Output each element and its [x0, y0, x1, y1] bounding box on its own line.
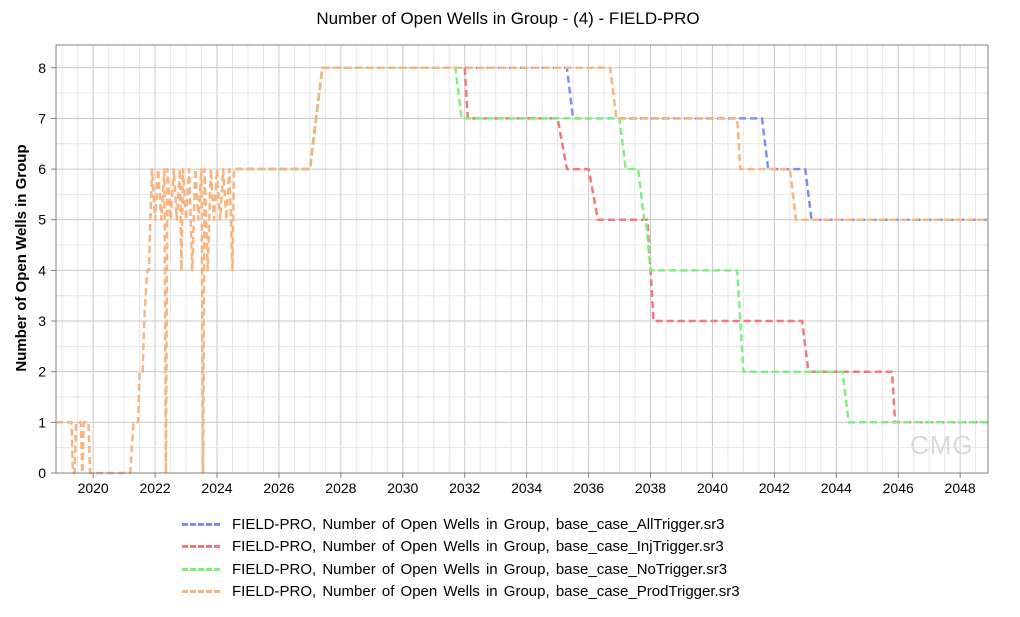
legend-swatch	[182, 567, 220, 571]
x-tick-label: 2034	[511, 480, 542, 496]
x-tick-label: 2036	[573, 480, 604, 496]
y-tick-label: 7	[38, 110, 46, 126]
tick-labels: 2020 2022 2024 2026 2028 2030 2032 2034 2036 2038…	[38, 60, 976, 496]
x-tick-label: 2040	[697, 480, 728, 496]
x-tick-label: 2048	[945, 480, 976, 496]
legend-label: FIELD-PRO, Number of Open Wells in Group…	[232, 515, 725, 533]
y-tick-label: 1	[38, 414, 46, 430]
y-axis-label: Number of Open Wells in Group	[13, 144, 30, 371]
x-tick-label: 2026	[263, 480, 294, 496]
y-tick-label: 4	[38, 262, 46, 278]
series-group	[56, 66, 988, 475]
x-tick-label: 2044	[821, 480, 852, 496]
x-tick-label: 2020	[78, 480, 109, 496]
grid	[56, 45, 988, 474]
y-tick-label: 0	[38, 465, 46, 481]
x-tick-label: 2046	[883, 480, 914, 496]
legend-label: FIELD-PRO, Number of Open Wells in Group…	[232, 560, 728, 578]
legend-swatch	[182, 590, 220, 594]
x-tick-label: 2030	[387, 480, 418, 496]
legend-item: FIELD-PRO, Number of Open Wells in Group…	[182, 513, 740, 536]
x-tick-label: 2024	[201, 480, 232, 496]
y-tick-label: 2	[38, 364, 46, 380]
x-tick-label: 2022	[140, 480, 171, 496]
x-tick-label: 2028	[325, 480, 356, 496]
plot-frame	[55, 44, 989, 474]
legend-label: FIELD-PRO, Number of Open Wells in Group…	[232, 583, 740, 601]
legend-swatch	[182, 545, 220, 549]
legend-swatch	[182, 522, 220, 526]
y-tick-label: 6	[38, 161, 46, 177]
x-tick-label: 2032	[449, 480, 480, 496]
legend-item: FIELD-PRO, Number of Open Wells in Group…	[182, 558, 740, 581]
y-tick-label: 3	[38, 313, 46, 329]
legend-item: FIELD-PRO, Number of Open Wells in Group…	[182, 581, 740, 604]
x-tick-label: 2038	[635, 480, 666, 496]
legend-item: FIELD-PRO, Number of Open Wells in Group…	[182, 536, 740, 559]
legend: FIELD-PRO, Number of Open Wells in Group…	[182, 513, 740, 603]
y-tick-label: 8	[38, 60, 46, 76]
y-tick-label: 5	[38, 212, 46, 228]
legend-label: FIELD-PRO, Number of Open Wells in Group…	[232, 538, 724, 556]
x-tick-label: 2042	[759, 480, 790, 496]
line-chart: Number of Open Wells in Group - (4) - FI…	[13, 9, 989, 496]
cmg-watermark-logo: CMG	[910, 430, 974, 460]
chart-title: Number of Open Wells in Group - (4) - FI…	[316, 9, 699, 28]
